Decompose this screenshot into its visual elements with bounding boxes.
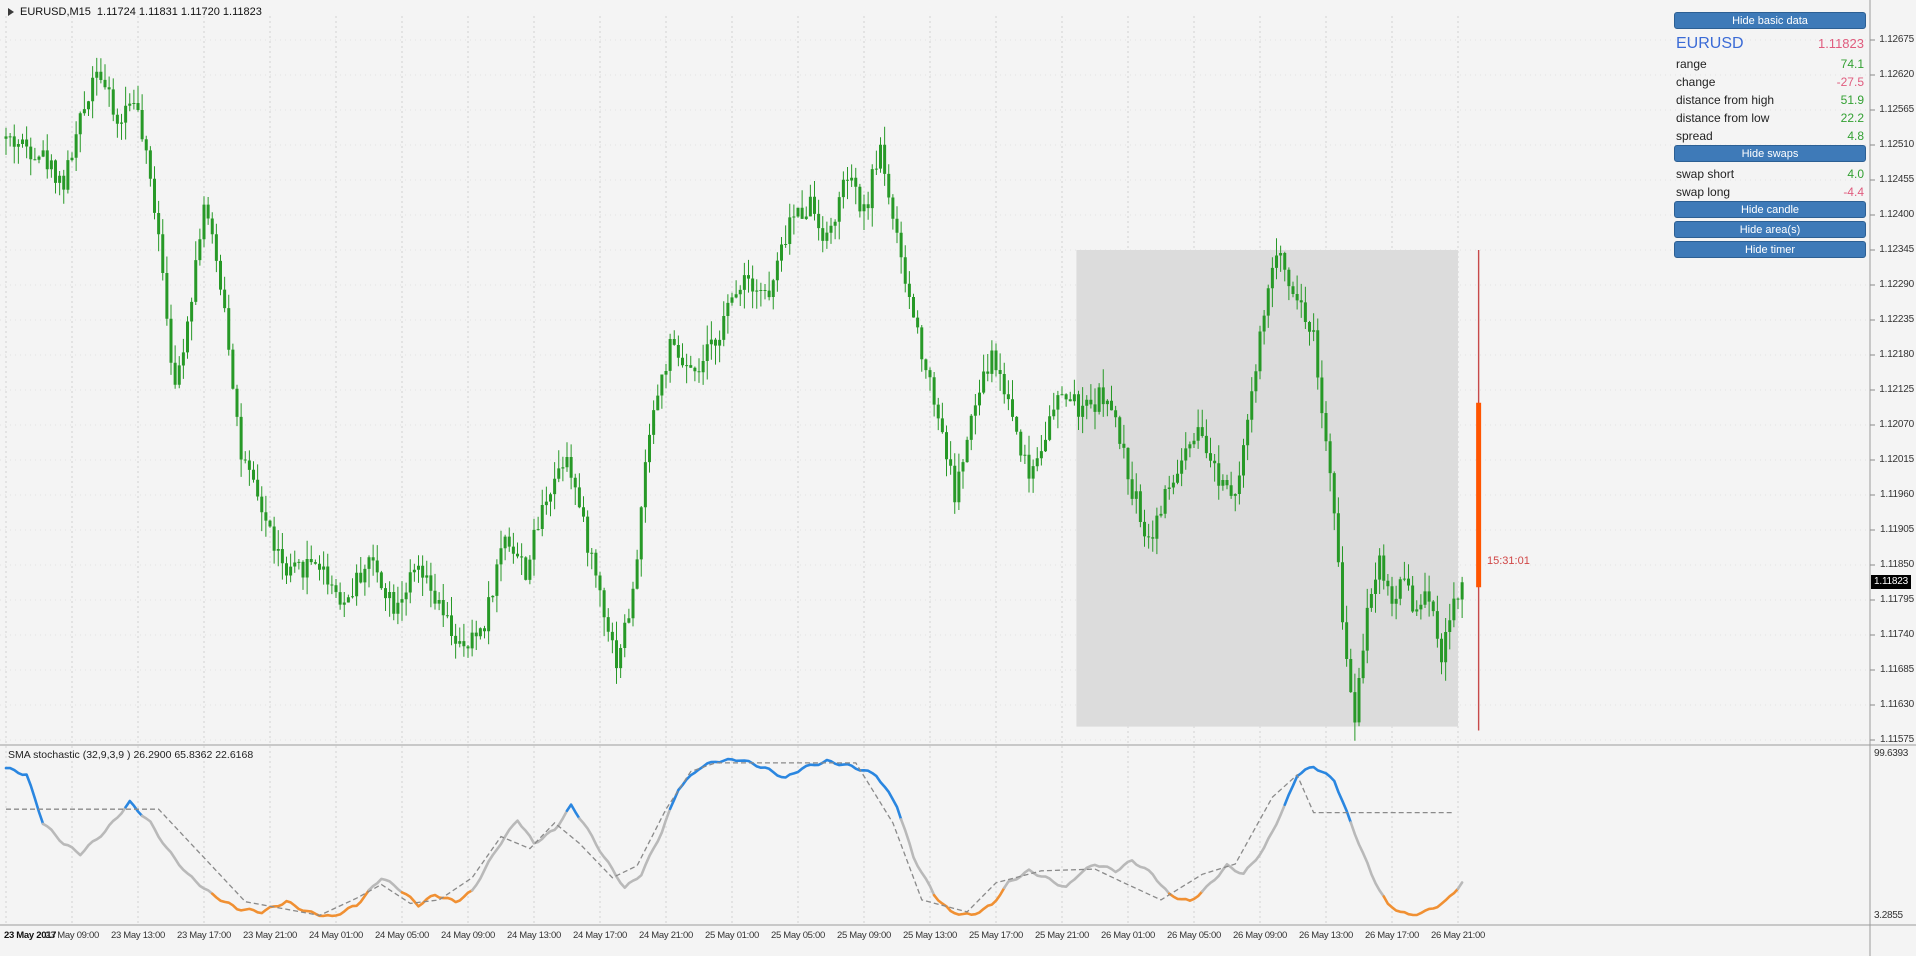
- time-tick-label: 25 May 01:00: [705, 930, 759, 941]
- stat-row: range 74.1: [1674, 55, 1866, 73]
- time-tick-label: 23 May 09:00: [45, 930, 99, 941]
- time-tick-label: 26 May 21:00: [1431, 930, 1485, 941]
- hide-basic-data-button[interactable]: Hide basic data: [1674, 12, 1866, 29]
- stat-value: 4.8: [1847, 129, 1864, 143]
- symbol-name: EURUSD: [1676, 34, 1744, 52]
- stat-row: spread 4.8: [1674, 127, 1866, 145]
- time-tick-label: 24 May 09:00: [441, 930, 495, 941]
- stat-value: 74.1: [1840, 57, 1864, 71]
- time-tick-label: 23 May 2017: [4, 930, 57, 941]
- price-tick-label: 1.11630: [1879, 699, 1914, 710]
- price-tick-label: 1.11685: [1879, 664, 1914, 675]
- swap-value: -4.4: [1843, 185, 1864, 199]
- stat-row: distance from low 22.2: [1674, 109, 1866, 127]
- price-tick-label: 1.12070: [1879, 419, 1914, 430]
- chart-title: EURUSD,M15 1.11724 1.11831 1.11720 1.118…: [8, 6, 262, 18]
- current-price-badge: 1.11823: [1871, 575, 1912, 589]
- hide-timer-button[interactable]: Hide timer: [1674, 241, 1866, 258]
- stat-row: change -27.5: [1674, 73, 1866, 91]
- stat-row: distance from high 51.9: [1674, 91, 1866, 109]
- price-tick-label: 1.12400: [1879, 209, 1914, 220]
- time-tick-label: 24 May 01:00: [309, 930, 363, 941]
- price-tick-label: 1.12290: [1879, 279, 1914, 290]
- candle-timer-label: 15:31:01: [1487, 555, 1530, 567]
- time-tick-label: 25 May 17:00: [969, 930, 1023, 941]
- time-tick-label: 26 May 05:00: [1167, 930, 1221, 941]
- price-tick-label: 1.11740: [1879, 629, 1914, 640]
- swap-label: swap short: [1676, 167, 1735, 181]
- stat-value: 51.9: [1840, 93, 1864, 107]
- price-tick-label: 1.12620: [1879, 69, 1914, 80]
- price-tick-label: 1.12125: [1879, 384, 1914, 395]
- indicator-label: SMA stochastic (32,9,3,9 ) 26.2900 65.83…: [8, 749, 254, 761]
- price-tick-label: 1.11575: [1879, 734, 1914, 745]
- time-tick-label: 23 May 21:00: [243, 930, 297, 941]
- price-tick-label: 1.12235: [1879, 314, 1914, 325]
- price-tick-label: 1.11850: [1879, 559, 1914, 570]
- swap-row: swap long -4.4: [1674, 183, 1866, 201]
- time-tick-label: 26 May 01:00: [1101, 930, 1155, 941]
- stoch-axis-bottom-label: 3.2855: [1874, 910, 1903, 921]
- time-tick-label: 26 May 09:00: [1233, 930, 1287, 941]
- hide-candle-button[interactable]: Hide candle: [1674, 201, 1866, 218]
- info-panel: Hide basic data EURUSD 1.11823 range 74.…: [1674, 12, 1866, 261]
- time-tick-label: 24 May 13:00: [507, 930, 561, 941]
- price-tick-label: 1.12565: [1879, 104, 1914, 115]
- price-tick-label: 1.12510: [1879, 139, 1914, 150]
- stat-label: distance from high: [1676, 93, 1775, 107]
- symbol-timeframe-label: EURUSD,M15: [20, 6, 91, 18]
- time-tick-label: 24 May 21:00: [639, 930, 693, 941]
- time-tick-label: 25 May 09:00: [837, 930, 891, 941]
- stat-value: -27.5: [1836, 75, 1864, 89]
- price-tick-label: 1.12015: [1879, 454, 1914, 465]
- stat-label: change: [1676, 75, 1716, 89]
- stat-label: spread: [1676, 129, 1713, 143]
- price-tick-label: 1.11905: [1879, 524, 1914, 535]
- stat-label: range: [1676, 57, 1707, 71]
- time-tick-label: 25 May 13:00: [903, 930, 957, 941]
- time-tick-label: 24 May 17:00: [573, 930, 627, 941]
- time-tick-label: 23 May 13:00: [111, 930, 165, 941]
- time-tick-label: 25 May 05:00: [771, 930, 825, 941]
- stat-value: 22.2: [1840, 111, 1864, 125]
- price-tick-label: 1.11795: [1879, 594, 1914, 605]
- price-tick-label: 1.12675: [1879, 34, 1914, 45]
- time-tick-label: 23 May 17:00: [177, 930, 231, 941]
- hide-areas-button[interactable]: Hide area(s): [1674, 221, 1866, 238]
- swap-label: swap long: [1676, 185, 1731, 199]
- time-tick-label: 25 May 21:00: [1035, 930, 1089, 941]
- price-tick-label: 1.12345: [1879, 244, 1914, 255]
- price-tick-label: 1.11960: [1879, 489, 1914, 500]
- symbol-price: 1.11823: [1817, 36, 1864, 51]
- time-axis[interactable]: 23 May 2017 23 May 09:00 23 May 13:00 23 Ma…: [0, 928, 1870, 944]
- time-tick-label: 26 May 13:00: [1299, 930, 1353, 941]
- price-tick-label: 1.12455: [1879, 174, 1914, 185]
- stoch-axis-top-label: 99.6393: [1874, 748, 1909, 759]
- stat-label: distance from low: [1676, 111, 1770, 125]
- time-tick-label: 24 May 05:00: [375, 930, 429, 941]
- symbol-row: EURUSD 1.11823: [1674, 32, 1866, 55]
- ohlc-label: 1.11724 1.11831 1.11720 1.11823: [96, 6, 262, 18]
- symbol-marker-icon: [8, 8, 14, 16]
- hide-swaps-button[interactable]: Hide swaps: [1674, 145, 1866, 162]
- price-tick-label: 1.12180: [1879, 349, 1914, 360]
- time-tick-label: 26 May 17:00: [1365, 930, 1419, 941]
- swap-row: swap short 4.0: [1674, 165, 1866, 183]
- swap-value: 4.0: [1847, 167, 1864, 181]
- price-axis[interactable]: 1.12675 1.12620 1.12565 1.12510 1.12455 1.124…: [1872, 0, 1916, 745]
